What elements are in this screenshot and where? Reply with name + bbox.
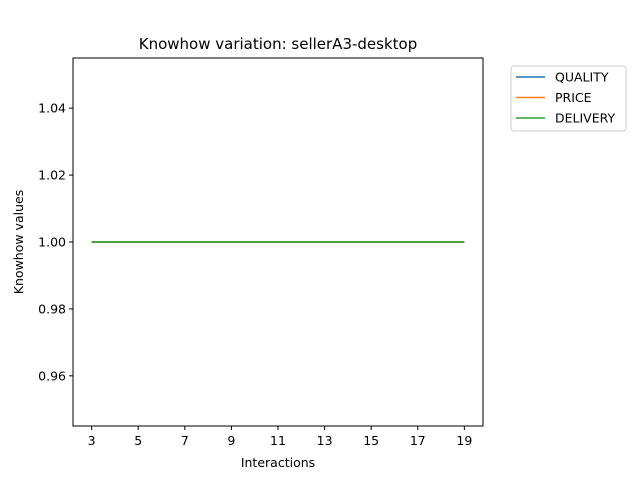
y-tick-label: 1.00: [38, 235, 66, 250]
x-tick-label: 7: [181, 433, 189, 448]
y-tick-label: 1.02: [38, 168, 66, 183]
legend-label: DELIVERY: [555, 111, 616, 126]
x-tick-label: 3: [88, 433, 96, 448]
x-tick-label: 13: [317, 433, 333, 448]
x-tick-label: 5: [134, 433, 142, 448]
y-axis: 0.96 0.98 1.00 1.02 1.04: [38, 101, 73, 383]
y-tick-label: 0.98: [38, 301, 66, 316]
y-axis-label: Knowhow values: [11, 190, 26, 294]
x-tick-label: 11: [270, 433, 286, 448]
legend-label: PRICE: [555, 90, 592, 105]
x-axis-label: Interactions: [241, 455, 315, 470]
legend: QUALITY PRICE DELIVERY: [510, 65, 627, 132]
x-tick-label: 19: [456, 433, 472, 448]
legend-frame: [510, 65, 627, 132]
x-tick-label: 9: [227, 433, 235, 448]
y-tick-label: 0.96: [38, 368, 66, 383]
x-axis: 3 5 7 9 11 13 15 17 19: [88, 426, 472, 448]
y-tick-label: 1.04: [38, 101, 66, 116]
chart-title: Knowhow variation: sellerA3-desktop: [139, 35, 417, 53]
legend-label: QUALITY: [555, 70, 609, 85]
x-tick-label: 15: [363, 433, 379, 448]
x-tick-label: 17: [410, 433, 426, 448]
